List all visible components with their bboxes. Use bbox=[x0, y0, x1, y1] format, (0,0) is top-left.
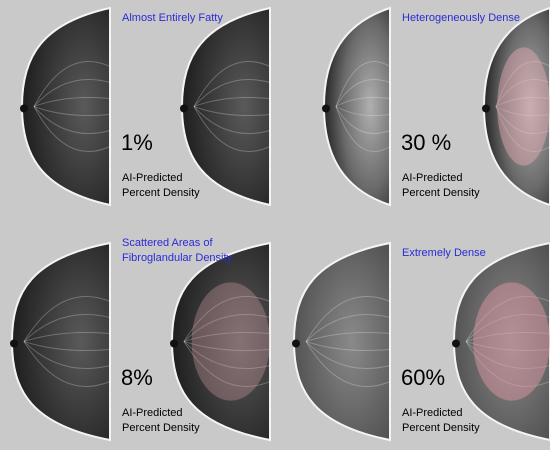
category-title: Extremely Dense bbox=[402, 247, 486, 259]
percent-label: AI-Predicted bbox=[122, 172, 183, 184]
tissue-line bbox=[305, 314, 391, 342]
tissue-line bbox=[183, 341, 271, 369]
density-panel: Extremely Dense 60% AI-Predicted Percent De… bbox=[292, 241, 550, 442]
tissue-line bbox=[495, 106, 550, 152]
tissue-line bbox=[335, 61, 391, 107]
tissue-line bbox=[495, 97, 550, 107]
tissue-line bbox=[33, 97, 111, 107]
tissue-line bbox=[335, 106, 391, 116]
tissue-line bbox=[193, 97, 271, 107]
tissue-line bbox=[193, 106, 271, 116]
tissue-line bbox=[193, 61, 271, 107]
density-overlay bbox=[497, 47, 550, 166]
category-title: Almost Entirely Fatty bbox=[122, 12, 223, 24]
nipple bbox=[20, 104, 28, 113]
percent-density: 8% bbox=[121, 365, 153, 390]
percent-label: Percent Density bbox=[122, 422, 200, 434]
tissue-line bbox=[23, 341, 111, 387]
tissue-line bbox=[193, 79, 271, 107]
density-panel: Almost Entirely Fatty 1% AI-Predicted Perce… bbox=[20, 6, 271, 207]
tissue-line bbox=[33, 61, 111, 107]
nipple bbox=[292, 339, 300, 348]
tissue-line bbox=[23, 341, 111, 369]
tissue-line bbox=[183, 314, 271, 342]
tissue-line bbox=[335, 106, 391, 152]
percent-density: 60% bbox=[401, 365, 445, 390]
tissue-line bbox=[335, 97, 391, 107]
tissue-line bbox=[23, 341, 111, 351]
percent-density: 1% bbox=[121, 130, 153, 155]
category-title: Fibroglandular Density bbox=[122, 252, 233, 264]
tissue-line bbox=[335, 106, 391, 134]
tissue-line bbox=[193, 106, 271, 152]
tissue-line bbox=[305, 332, 391, 342]
tissue-line bbox=[305, 296, 391, 342]
category-title: Scattered Areas of bbox=[122, 237, 213, 249]
nipple bbox=[180, 104, 188, 113]
panels: Almost Entirely Fatty 1% AI-Predicted Perce… bbox=[10, 6, 550, 442]
tissue-line bbox=[305, 341, 391, 387]
density-overlay bbox=[191, 282, 270, 401]
tissue-line bbox=[335, 79, 391, 107]
tissue-line bbox=[305, 341, 391, 351]
density-panel: Scattered Areas of Fibroglandular Density… bbox=[10, 237, 271, 442]
tissue-line bbox=[495, 106, 550, 134]
tissue-line bbox=[495, 61, 550, 107]
percent-label: Percent Density bbox=[402, 422, 480, 434]
density-overlay bbox=[473, 282, 550, 401]
tissue-line bbox=[183, 341, 271, 351]
tissue-line bbox=[33, 106, 111, 116]
tissue-line bbox=[23, 332, 111, 342]
category-title: Heterogeneously Dense bbox=[402, 12, 520, 24]
nipple bbox=[170, 339, 178, 348]
density-panel: Heterogeneously Dense 30 % AI-Predicted Per… bbox=[322, 6, 550, 207]
percent-label: AI-Predicted bbox=[122, 407, 183, 419]
percent-label: AI-Predicted bbox=[402, 407, 463, 419]
tissue-line bbox=[33, 106, 111, 152]
tissue-line bbox=[33, 106, 111, 134]
tissue-line bbox=[305, 341, 391, 369]
percent-label: Percent Density bbox=[402, 187, 480, 199]
nipple bbox=[452, 339, 460, 348]
percent-label: Percent Density bbox=[122, 187, 200, 199]
tissue-line bbox=[495, 106, 550, 116]
nipple bbox=[322, 104, 330, 113]
tissue-line bbox=[23, 296, 111, 342]
tissue-line bbox=[183, 332, 271, 342]
tissue-line bbox=[183, 296, 271, 342]
tissue-line bbox=[183, 341, 271, 387]
percent-density: 30 % bbox=[401, 130, 451, 155]
tissue-line bbox=[495, 79, 550, 107]
percent-label: AI-Predicted bbox=[402, 172, 463, 184]
tissue-line bbox=[193, 106, 271, 134]
tissue-line bbox=[33, 79, 111, 107]
nipple bbox=[10, 339, 18, 348]
nipple bbox=[482, 104, 490, 113]
tissue-line bbox=[23, 314, 111, 342]
